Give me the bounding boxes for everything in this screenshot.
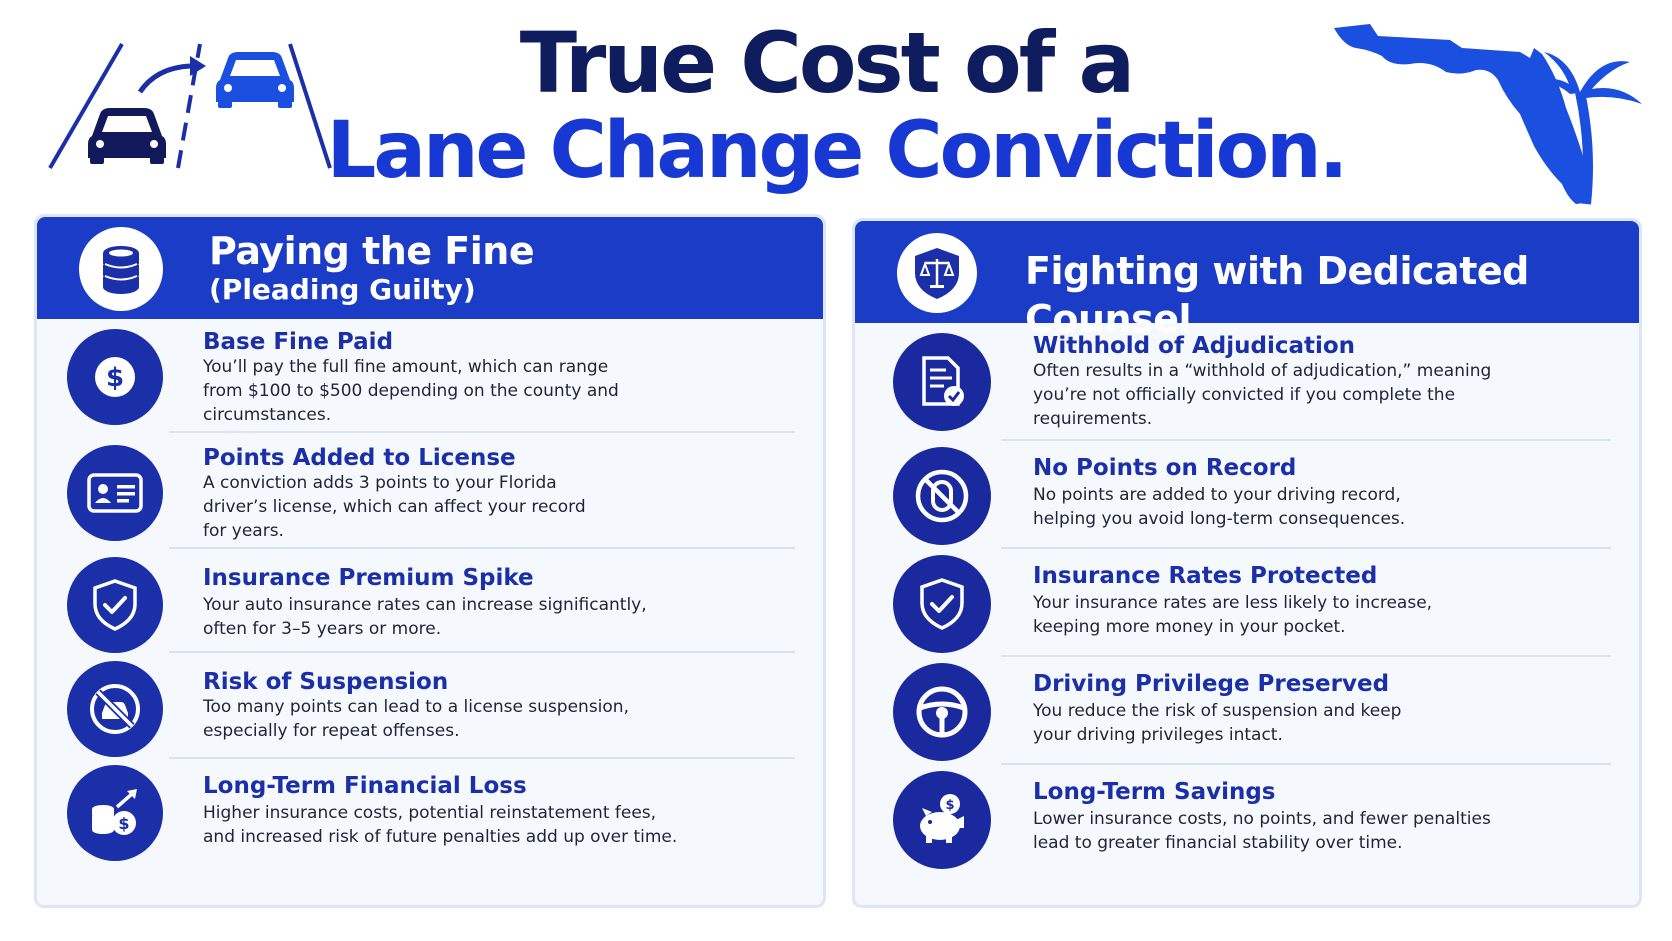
no-points-icon (893, 447, 991, 545)
piggy-bank-icon: $ (893, 771, 991, 869)
item-description: No points are added to your driving reco… (1033, 485, 1406, 529)
divider (1001, 439, 1611, 441)
license-card-icon (67, 445, 163, 541)
divider (169, 431, 795, 433)
divider (1001, 655, 1611, 657)
list-item: Withhold of Adjudication Often results i… (855, 323, 1639, 443)
item-title: Base Fine Paid (203, 329, 394, 355)
list-item: $ Long-Term Financial Loss Higher insura… (37, 761, 823, 871)
svg-text:$: $ (118, 814, 129, 833)
fighting-counsel-title: Fighting with Dedicated Counsel (1025, 249, 1529, 341)
item-description: Higher insurance costs, potential reinst… (203, 803, 678, 847)
item-title: Driving Privilege Preserved (1033, 671, 1390, 697)
paying-fine-title: Paying the Fine (209, 229, 535, 273)
divider (169, 547, 795, 549)
fighting-counsel-header: Fighting with Dedicated Counsel (855, 221, 1639, 341)
page-title-line1: True Cost of a (519, 14, 1135, 112)
florida-palm-tree-icon (1330, 18, 1650, 208)
item-description: You’ll pay the full fine amount, which c… (203, 357, 619, 425)
item-description: Lower insurance costs, no points, and fe… (1033, 809, 1491, 853)
item-description: Your auto insurance rates can increase s… (203, 595, 647, 639)
list-item: Points Added to License A conviction add… (37, 435, 823, 551)
no-car-icon (67, 661, 163, 757)
item-title: Points Added to License (203, 445, 516, 471)
paying-fine-subtitle: (Pleading Guilty) (209, 273, 476, 306)
svg-text:$: $ (106, 363, 124, 393)
header: True Cost of a Lane Change Conviction. (0, 0, 1672, 210)
item-description: A conviction adds 3 points to your Flori… (203, 473, 586, 541)
item-title: Insurance Premium Spike (203, 565, 534, 591)
fighting-counsel-panel: Fighting with Dedicated Counsel Withhold… (852, 218, 1642, 908)
list-item: $ Base Fine Paid You’ll pay the full fin… (37, 319, 823, 435)
coin-stack-icon (79, 227, 163, 311)
item-description: You reduce the risk of suspension and ke… (1033, 701, 1402, 745)
item-description: Your insurance rates are less likely to … (1033, 593, 1433, 637)
coins-up-arrow-icon: $ (67, 765, 163, 861)
shield-check-icon (893, 555, 991, 653)
item-title: Risk of Suspension (203, 669, 449, 695)
divider (1001, 763, 1611, 765)
dollar-icon: $ (67, 329, 163, 425)
shield-scales-icon (897, 233, 977, 313)
divider (169, 757, 795, 759)
document-check-icon (893, 333, 991, 431)
item-description: Often results in a “withhold of adjudica… (1033, 361, 1492, 429)
item-title: No Points on Record (1033, 455, 1297, 481)
lane-change-cars-icon (44, 40, 364, 180)
item-title: Withhold of Adjudication (1033, 333, 1356, 359)
shield-check-icon (67, 557, 163, 653)
page-title-line2: Lane Change Conviction. (326, 106, 1349, 196)
svg-text:$: $ (945, 798, 954, 813)
item-title: Insurance Rates Protected (1033, 563, 1378, 589)
divider (1001, 547, 1611, 549)
paying-fine-header: Paying the Fine (Pleading Guilty) (37, 217, 823, 319)
divider (169, 651, 795, 653)
list-item: Insurance Premium Spike Your auto insura… (37, 551, 823, 655)
item-title: Long-Term Savings (1033, 779, 1276, 805)
paying-fine-panel: Paying the Fine (Pleading Guilty) $ Base… (34, 214, 826, 908)
item-title: Long-Term Financial Loss (203, 773, 527, 799)
item-description: Too many points can lead to a license su… (203, 697, 629, 741)
list-item: Risk of Suspension Too many points can l… (37, 655, 823, 761)
steering-wheel-icon (893, 663, 991, 761)
list-item: Driving Privilege Preserved You reduce t… (855, 659, 1639, 767)
list-item: Insurance Rates Protected Your insurance… (855, 551, 1639, 659)
list-item: No Points on Record No points are added … (855, 443, 1639, 551)
list-item: $ Long-Term Savings Lower insurance cost… (855, 767, 1639, 877)
